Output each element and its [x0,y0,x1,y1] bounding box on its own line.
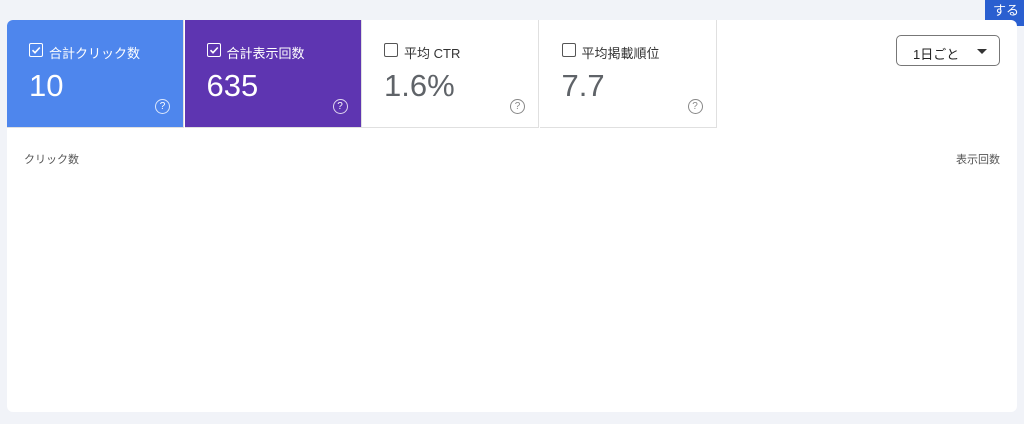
metric-value: 7.7 [561,68,605,103]
metric-value: 635 [206,68,259,103]
metric-tile[interactable]: 平均掲載順位 7.7? [539,20,717,128]
interval-label: 1日ごと [913,47,960,62]
metric-tile[interactable]: 平均 CTR 1.6%? [362,20,539,128]
help-icon: ? [687,99,703,114]
metric-value: 10 [29,68,64,103]
checkbox [384,43,398,57]
checkbox [206,43,221,57]
metric-tile[interactable]: 合計表示回数 635? [184,20,362,128]
performance-card: 012302550752025/12/152025/12/192025/12/2… [7,20,1017,412]
metric-label: 平均 CTR [404,46,461,61]
y2-axis-title: 表示回数 [956,152,1000,166]
checkbox [561,43,576,57]
help-icon: ? [332,99,348,114]
help-icon: ? [155,99,170,114]
metric-value: 1.6% [384,68,455,103]
metric-label: 合計クリック数 [49,46,141,61]
help-icon: ? [510,99,525,114]
metric-label: 平均掲載順位 [581,46,660,61]
metric-tile[interactable]: 012302550752025/12/152025/12/192025/12/2… [7,20,184,128]
y-axis-title: クリック数 [24,153,79,166]
metric-label: 合計表示回数 [226,46,305,61]
chart: クリック数 表示回数 [24,152,1000,166]
checkbox: 012302550752025/12/152025/12/192025/12/2… [29,43,43,57]
dropdown-arrow [977,49,987,54]
interval-select[interactable]: 1日ごと [896,35,1000,66]
